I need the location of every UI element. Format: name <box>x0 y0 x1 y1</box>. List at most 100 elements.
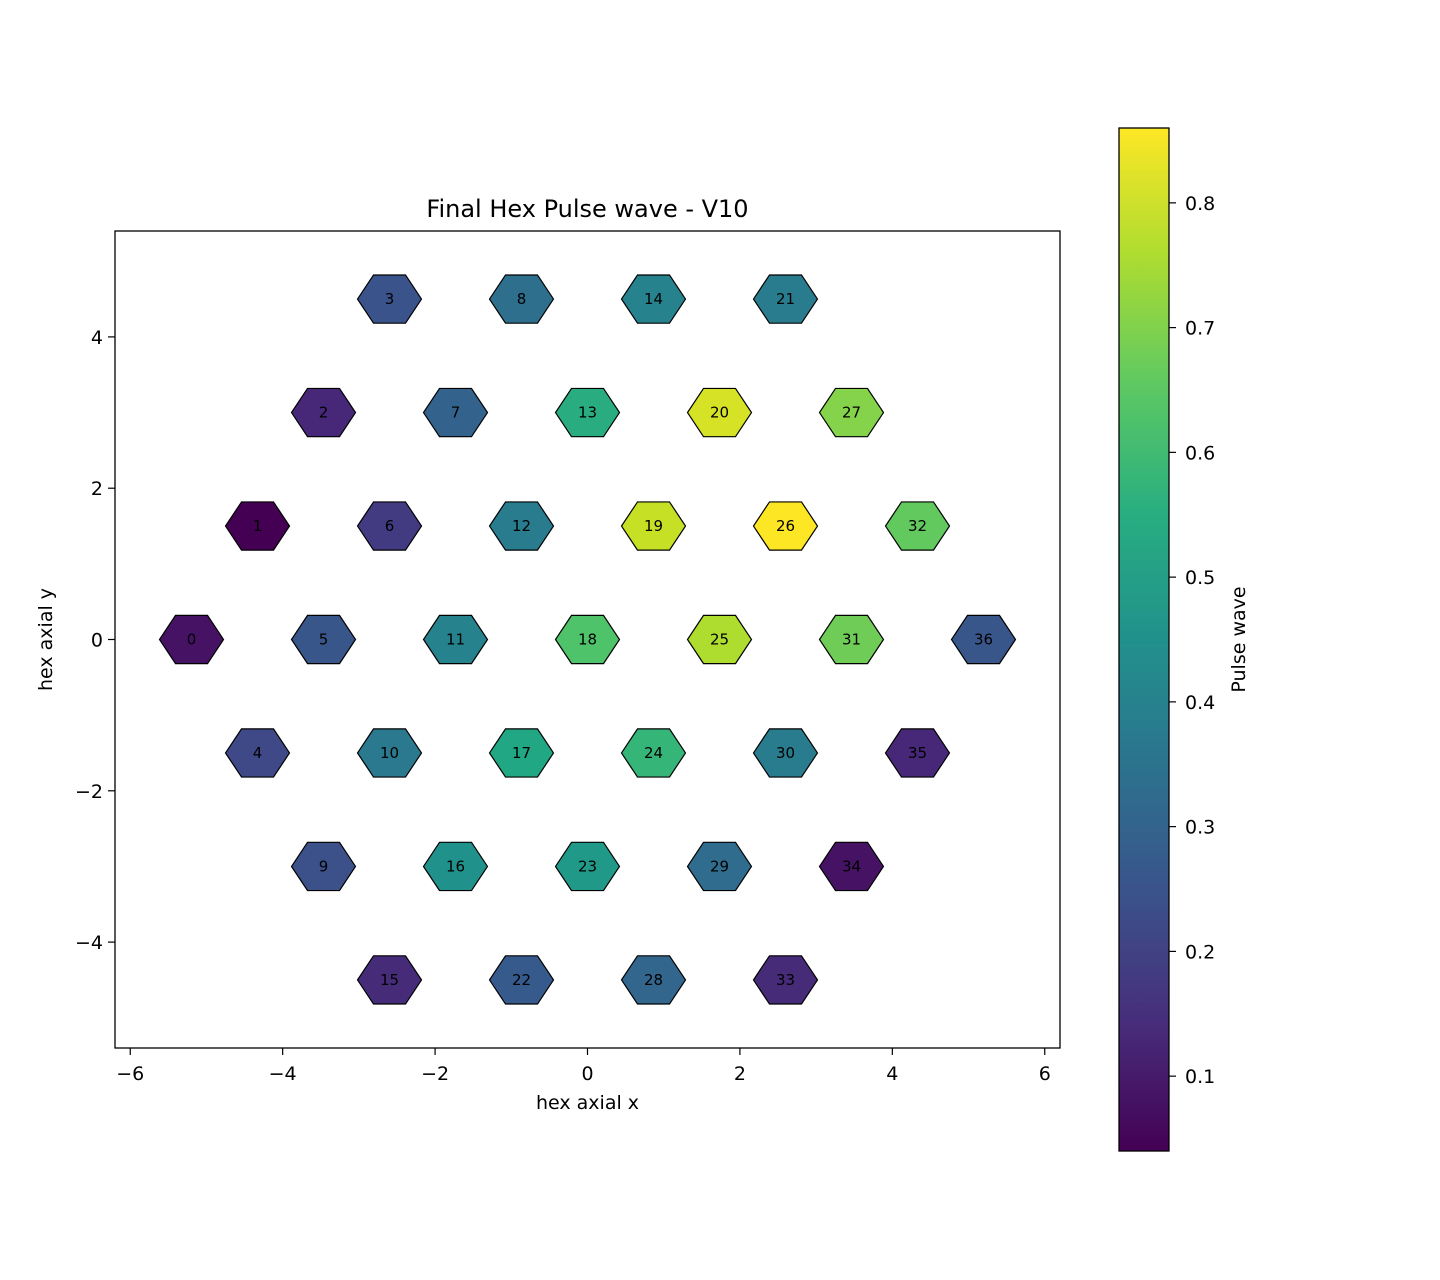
colorbar: 0.1 0.2 0.3 0.4 0.5 0.6 0.7 0.8 Pulse wave <box>1118 127 1250 1152</box>
hex-cell-shape <box>290 614 357 665</box>
hex-cell-shape <box>686 387 753 438</box>
hex-cell-label: 8 <box>517 290 527 308</box>
plot-area: 0123456789101112131415161718192021222324… <box>114 230 1061 1049</box>
hex-cell: 0 <box>158 614 225 665</box>
hex-cell-label: 4 <box>253 744 263 762</box>
hex-cell-label: 7 <box>451 404 461 422</box>
hex-cell-shape <box>554 614 621 665</box>
x-tick-label: −2 <box>421 1063 449 1085</box>
hex-cell-shape <box>818 614 885 665</box>
hex-cell-shape <box>422 614 489 665</box>
hex-cell-shape <box>356 274 423 324</box>
hex-cell-label: 32 <box>908 517 927 535</box>
hex-cell-shape <box>488 501 555 551</box>
hex-cell-shape <box>884 728 951 778</box>
hex-cell-shape <box>818 387 885 438</box>
colorbar-ticks: 0.1 0.2 0.3 0.4 0.5 0.6 0.7 0.8 <box>1169 193 1215 1088</box>
hex-cell-shape <box>752 728 819 778</box>
hex-cell-label: 6 <box>385 517 395 535</box>
hex-cell: 30 <box>752 728 819 778</box>
y-axis-label: hex axial y <box>35 588 57 691</box>
hex-cell: 8 <box>488 274 555 324</box>
x-tick-label: −4 <box>269 1063 297 1085</box>
hex-cell-label: 11 <box>446 631 465 649</box>
hex-cell: 15 <box>356 955 423 1005</box>
hex-cell-label: 30 <box>776 744 795 762</box>
hex-cell-label: 5 <box>319 631 329 649</box>
hex-cell-label: 19 <box>644 517 663 535</box>
hex-cell: 3 <box>356 274 423 324</box>
hex-cell: 14 <box>620 274 687 324</box>
hex-cell-label: 1 <box>253 517 263 535</box>
hex-cell: 35 <box>884 728 951 778</box>
hex-cell: 13 <box>554 387 621 438</box>
hex-cell-label: 13 <box>578 404 597 422</box>
hex-cell-shape <box>554 387 621 438</box>
hex-cell-label: 26 <box>776 517 795 535</box>
hex-cell: 20 <box>686 387 753 438</box>
hex-cell: 11 <box>422 614 489 665</box>
hex-cell: 36 <box>950 614 1017 665</box>
y-axis: −4 −2 0 2 4 <box>75 327 115 954</box>
colorbar-tick-label: 0.6 <box>1185 442 1215 464</box>
hex-cell-shape <box>290 387 357 438</box>
hex-cell: 18 <box>554 614 621 665</box>
y-tick-label: −2 <box>75 781 103 803</box>
hex-cell: 1 <box>224 501 291 551</box>
colorbar-tick-label: 0.2 <box>1185 941 1215 963</box>
hex-cell-shape <box>752 501 819 551</box>
hex-cell-shape <box>620 274 687 324</box>
hex-cell-label: 27 <box>842 404 861 422</box>
y-tick-label: 0 <box>91 630 103 652</box>
hex-cell-label: 24 <box>644 744 663 762</box>
colorbar-tick-label: 0.3 <box>1185 817 1215 839</box>
hex-cell: 26 <box>752 501 819 551</box>
hex-cells: 0123456789101112131415161718192021222324… <box>158 274 1017 1005</box>
hex-cell: 33 <box>752 955 819 1005</box>
hex-cell-label: 18 <box>578 631 597 649</box>
hex-cell-label: 25 <box>710 631 729 649</box>
hex-cell: 19 <box>620 501 687 551</box>
hex-cell-label: 17 <box>512 744 531 762</box>
hex-cell-label: 31 <box>842 631 861 649</box>
hex-cell: 7 <box>422 387 489 438</box>
hex-cell-label: 10 <box>380 744 399 762</box>
colorbar-tick-label: 0.7 <box>1185 318 1215 340</box>
hex-cell-label: 35 <box>908 744 927 762</box>
x-tick-label: 6 <box>1039 1063 1051 1085</box>
hex-cell-shape <box>554 841 621 892</box>
hex-cell-shape <box>818 841 885 892</box>
y-tick-label: 2 <box>91 478 103 500</box>
x-axis: −6 −4 −2 0 2 4 6 <box>116 1048 1051 1085</box>
x-tick-label: 4 <box>886 1063 898 1085</box>
hex-cell-label: 29 <box>710 857 729 875</box>
hex-cell-shape <box>620 501 687 551</box>
hex-cell-shape <box>422 841 489 892</box>
hex-cell: 21 <box>752 274 819 324</box>
hex-cell-shape <box>422 387 489 438</box>
hex-cell: 10 <box>356 728 423 778</box>
hex-cell-shape <box>488 728 555 778</box>
hex-cell: 31 <box>818 614 885 665</box>
hex-cell-shape <box>884 501 951 551</box>
x-tick-label: −6 <box>116 1063 144 1085</box>
chart-title: Final Hex Pulse wave - V10 <box>426 195 748 223</box>
hex-cell-shape <box>224 728 291 778</box>
hex-cell-label: 0 <box>187 631 197 649</box>
hex-cell: 2 <box>290 387 357 438</box>
hex-cell-label: 20 <box>710 404 729 422</box>
hex-cell-shape <box>356 955 423 1005</box>
hex-cell: 27 <box>818 387 885 438</box>
colorbar-tick-label: 0.5 <box>1185 567 1215 589</box>
hex-cell-label: 14 <box>644 290 663 308</box>
hex-cell-label: 16 <box>446 857 465 875</box>
hex-cell-label: 36 <box>974 631 993 649</box>
hex-cell: 22 <box>488 955 555 1005</box>
colorbar-gradient <box>1118 127 1170 1152</box>
hex-cell-shape <box>752 955 819 1005</box>
hex-cell-shape <box>356 501 423 551</box>
hex-cell-label: 12 <box>512 517 531 535</box>
hex-cell-shape <box>290 841 357 892</box>
hex-cell-label: 3 <box>385 290 395 308</box>
hex-cell-label: 23 <box>578 857 597 875</box>
